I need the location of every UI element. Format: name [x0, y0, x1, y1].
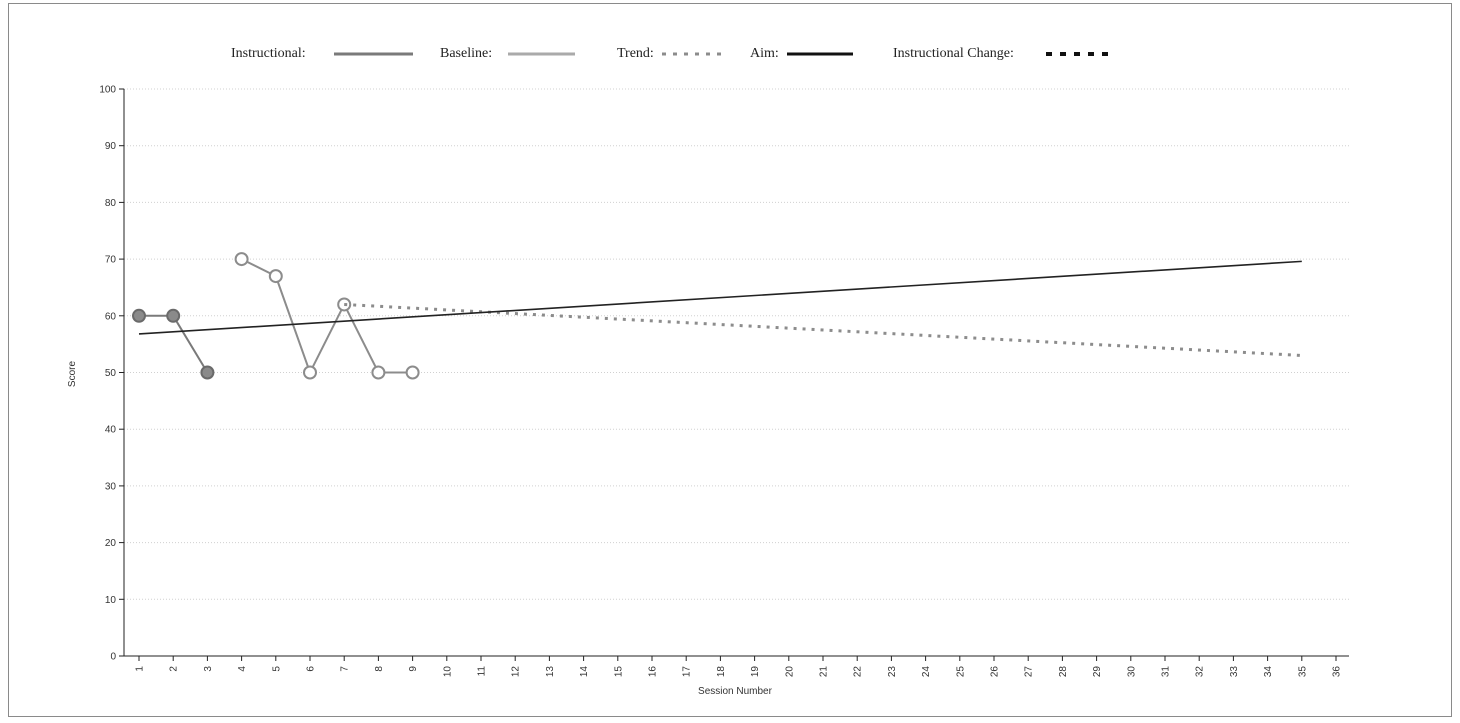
point-instructional-1 — [132, 308, 146, 323]
x-tick-label-26: 26 — [990, 666, 1001, 678]
x-tick-label-7: 7 — [340, 666, 351, 672]
y-tick-label-0: 0 — [110, 652, 116, 663]
x-tick-label-17: 17 — [682, 666, 693, 678]
x-tick-label-13: 13 — [545, 666, 556, 678]
x-tick-label-9: 9 — [408, 666, 419, 672]
series-line-aim — [138, 260, 1302, 335]
x-tick-label-24: 24 — [921, 666, 932, 678]
legend-label-instructional: Instructional: — [231, 46, 306, 61]
y-tick-label-30: 30 — [105, 481, 117, 492]
x-tick-label-20: 20 — [784, 666, 795, 678]
point-baseline-5 — [268, 269, 283, 284]
series-line-trend — [344, 302, 1302, 357]
point-baseline-8 — [371, 365, 386, 380]
x-tick-label-21: 21 — [819, 666, 830, 678]
x-tick-label-23: 23 — [887, 666, 898, 678]
x-tick-label-32: 32 — [1195, 666, 1206, 678]
x-tick-label-31: 31 — [1161, 666, 1172, 678]
x-tick-label-15: 15 — [613, 666, 624, 678]
x-tick-label-5: 5 — [271, 666, 282, 672]
y-tick-label-80: 80 — [105, 198, 117, 209]
y-tick-label-40: 40 — [105, 425, 117, 436]
x-tick-label-34: 34 — [1263, 666, 1274, 678]
x-tick-label-6: 6 — [306, 666, 317, 672]
x-tick-label-28: 28 — [1058, 666, 1069, 678]
y-tick-label-60: 60 — [105, 311, 117, 322]
x-tick-label-27: 27 — [1024, 666, 1035, 678]
series-line-instructional — [139, 314, 209, 374]
point-instructional-2 — [166, 308, 181, 323]
x-tick-label-3: 3 — [203, 666, 214, 672]
chart-frame: 0 10 20 30 40 50 60 70 80 90 100 1 2 3 4 5 6 7 8 9 10 11 12 13 1… — [8, 3, 1452, 717]
x-tick-label-18: 18 — [716, 666, 727, 678]
x-tick-label-35: 35 — [1297, 666, 1308, 678]
series-line-baseline — [241, 258, 413, 376]
y-tick-label-50: 50 — [105, 368, 117, 379]
x-tick-label-36: 36 — [1332, 666, 1343, 678]
x-tick-label-29: 29 — [1092, 666, 1103, 678]
x-tick-label-12: 12 — [511, 666, 522, 678]
x-tick-label-11: 11 — [477, 666, 488, 677]
series — [132, 252, 1302, 380]
point-baseline-6 — [303, 365, 317, 380]
x-tick-label-2: 2 — [169, 666, 180, 672]
y-tick-label-70: 70 — [105, 255, 117, 266]
y-tick-label-90: 90 — [105, 141, 117, 152]
x-tick-label-19: 19 — [750, 666, 761, 678]
point-baseline-9 — [405, 365, 420, 380]
y-tick-label-10: 10 — [105, 595, 117, 606]
x-tick-label-8: 8 — [374, 666, 385, 672]
x-tick-label-33: 33 — [1229, 666, 1240, 678]
x-tick-label-25: 25 — [955, 666, 966, 678]
x-axis-title: Session Number — [698, 686, 773, 697]
y-tick-label-100: 100 — [99, 85, 116, 96]
point-instructional-3 — [200, 365, 215, 380]
y-tick-label-20: 20 — [105, 538, 117, 549]
legend-label-aim: Aim: — [750, 46, 779, 61]
x-tick-label-30: 30 — [1126, 666, 1137, 678]
legend: Instructional: Baseline: Trend: Aim: Ins… — [231, 46, 1114, 61]
legend-label-instructional-change: Instructional Change: — [893, 46, 1014, 61]
x-tick-label-1: 1 — [135, 666, 146, 672]
x-tick-label-16: 16 — [648, 666, 659, 678]
legend-label-trend: Trend: — [617, 46, 654, 61]
y-axis-title: Score — [67, 361, 78, 388]
x-tick-label-22: 22 — [853, 666, 864, 678]
legend-label-baseline: Baseline: — [440, 46, 492, 61]
x-tick-label-4: 4 — [237, 666, 248, 672]
grid-lines — [124, 88, 1349, 600]
x-tick-label-14: 14 — [579, 666, 590, 678]
x-tick-label-10: 10 — [442, 666, 453, 678]
point-baseline-4 — [234, 252, 249, 267]
